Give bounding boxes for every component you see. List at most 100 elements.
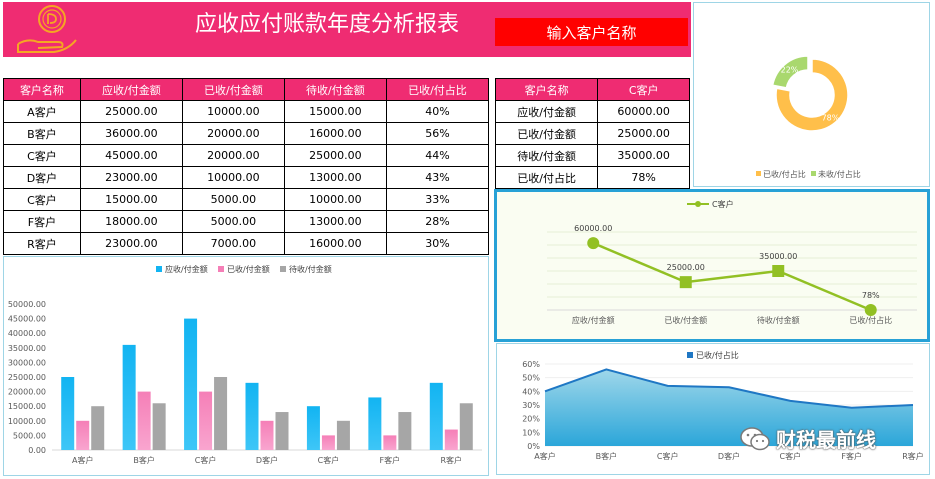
table-cell[interactable]: 35000.00: [597, 144, 690, 167]
legend-label: 已收/付占比: [696, 350, 739, 360]
table-cell[interactable]: 40%: [385, 100, 490, 123]
bar: [260, 420, 274, 450]
table-cell[interactable]: 18000.00: [79, 210, 183, 233]
table-cell[interactable]: 23000.00: [79, 166, 183, 189]
page-title: 应收应付账款年度分析报表: [195, 12, 460, 37]
table-cell[interactable]: B客户: [3, 122, 81, 145]
table-cell[interactable]: 36000.00: [79, 122, 183, 145]
table-cell[interactable]: 25000.00: [79, 100, 183, 123]
y-tick-label: 30000.00: [8, 358, 46, 367]
donut-data-label: 78%: [822, 113, 840, 122]
table-cell[interactable]: 15000.00: [79, 188, 183, 211]
table-cell[interactable]: 45000.00: [79, 144, 183, 167]
legend-swatch: [811, 171, 816, 176]
x-tick-label: C客户: [195, 455, 217, 465]
table-row: 已收/付占比 78%: [494, 166, 690, 189]
legend-swatch: [687, 352, 693, 358]
table-cell[interactable]: 16000.00: [283, 232, 387, 255]
y-tick-label: 50000.00: [8, 300, 46, 309]
table-cell[interactable]: 25000.00: [597, 122, 690, 145]
table-cell[interactable]: A客户: [3, 100, 81, 123]
table-cell[interactable]: 已收/付金额: [494, 122, 599, 145]
table-cell[interactable]: 15000.00: [283, 100, 387, 123]
table-cell[interactable]: 33%: [385, 188, 490, 211]
area-chart: 0% 10% 20% 30% 40% 50% 60% A客户 B客户 C客户 D客户 C客户 F客户 R客…: [522, 350, 924, 461]
legend-label: 未收/付占比: [818, 169, 861, 179]
table-cell[interactable]: 13000.00: [283, 210, 387, 233]
table-cell[interactable]: C客户: [3, 144, 81, 167]
table-cell[interactable]: 25000.00: [283, 144, 387, 167]
table-cell[interactable]: 应收/付金额: [494, 100, 599, 123]
data-point: [679, 276, 692, 289]
bar-chart-panel: 0.00 5000.00 10000.00 15000.00 20000.00 25000…: [3, 256, 489, 476]
y-tick-label: 40%: [522, 387, 540, 396]
y-tick-label: 20%: [522, 415, 540, 424]
table-cell[interactable]: 30%: [385, 232, 490, 255]
table-cell[interactable]: 28%: [385, 210, 490, 233]
y-tick-label: 10%: [522, 428, 540, 437]
customer-name-input-button[interactable]: 输入客户名称: [495, 18, 688, 46]
y-tick-label: 0%: [527, 442, 540, 451]
table-cell[interactable]: 23000.00: [79, 232, 183, 255]
detail-table-header-cell: C客户: [597, 78, 690, 101]
main-table-header-cell: 已收/付占比: [385, 78, 490, 101]
table-cell[interactable]: 43%: [385, 166, 490, 189]
x-tick-label: 已收/付金额: [664, 315, 707, 325]
table-cell[interactable]: C客户: [3, 188, 81, 211]
bar: [184, 318, 198, 450]
bar: [383, 435, 397, 450]
table-cell[interactable]: 已收/付占比: [494, 166, 599, 189]
bar: [444, 429, 458, 450]
y-tick-label: 0.00: [28, 446, 46, 455]
bar: [321, 435, 335, 450]
bar-chart: 0.00 5000.00 10000.00 15000.00 20000.00 25000…: [8, 264, 482, 465]
y-tick-label: 25000.00: [8, 373, 46, 382]
bar: [122, 344, 136, 450]
table-cell[interactable]: 44%: [385, 144, 490, 167]
y-tick-label: 50%: [522, 374, 540, 383]
table-cell[interactable]: 10000.00: [181, 166, 285, 189]
x-tick-label: F客户: [841, 451, 862, 461]
main-table-header-cell: 客户名称: [3, 78, 81, 101]
table-cell[interactable]: 60000.00: [597, 100, 690, 123]
legend-label: 应收/付金额: [165, 264, 208, 274]
series-line: [592, 241, 872, 312]
table-cell[interactable]: 5000.00: [181, 210, 285, 233]
table-row: 应收/付金额 60000.00: [494, 100, 690, 123]
table-cell[interactable]: 待收/付金额: [494, 144, 599, 167]
x-tick-label: C客户: [318, 455, 340, 465]
table-cell[interactable]: 78%: [597, 166, 690, 189]
table-cell[interactable]: D客户: [3, 166, 81, 189]
table-cell[interactable]: R客户: [3, 232, 81, 255]
bar: [137, 391, 151, 450]
bar: [214, 377, 228, 450]
y-tick-label: 40000.00: [8, 329, 46, 338]
table-cell[interactable]: F客户: [3, 210, 81, 233]
coin-hand-logo-icon: [17, 5, 77, 53]
table-row: D客户 23000.00 10000.00 13000.00 43%: [3, 166, 490, 189]
x-tick-label: D客户: [718, 451, 740, 461]
y-tick-label: 5000.00: [13, 431, 46, 440]
x-tick-label: B客户: [596, 451, 618, 461]
table-cell[interactable]: 7000.00: [181, 232, 285, 255]
wechat-icon: [740, 426, 770, 450]
table-cell[interactable]: 10000.00: [181, 100, 285, 123]
table-cell[interactable]: 56%: [385, 122, 490, 145]
data-label: 25000.00: [667, 263, 705, 272]
legend-label: 已收/付占比: [763, 169, 806, 179]
table-cell[interactable]: 20000.00: [181, 122, 285, 145]
line-chart-panel[interactable]: 60000.00 应收/付金额 25000.00 已收/付金额 35000.00 待收/付…: [494, 189, 930, 342]
table-cell[interactable]: 20000.00: [181, 144, 285, 167]
table-cell[interactable]: 16000.00: [283, 122, 387, 145]
table-row: F客户 18000.00 5000.00 13000.00 28%: [3, 210, 490, 233]
bar: [429, 382, 443, 450]
table-row: 已收/付金额 25000.00: [494, 122, 690, 145]
x-tick-label: D客户: [256, 455, 278, 465]
donut-slice: [775, 58, 849, 132]
bar: [306, 406, 320, 450]
x-tick-label: C客户: [657, 451, 679, 461]
table-cell[interactable]: 5000.00: [181, 188, 285, 211]
table-cell[interactable]: 10000.00: [283, 188, 387, 211]
donut-chart-panel: 78% 22% 已收/付占比 未收/付占比: [693, 2, 930, 187]
table-cell[interactable]: 13000.00: [283, 166, 387, 189]
